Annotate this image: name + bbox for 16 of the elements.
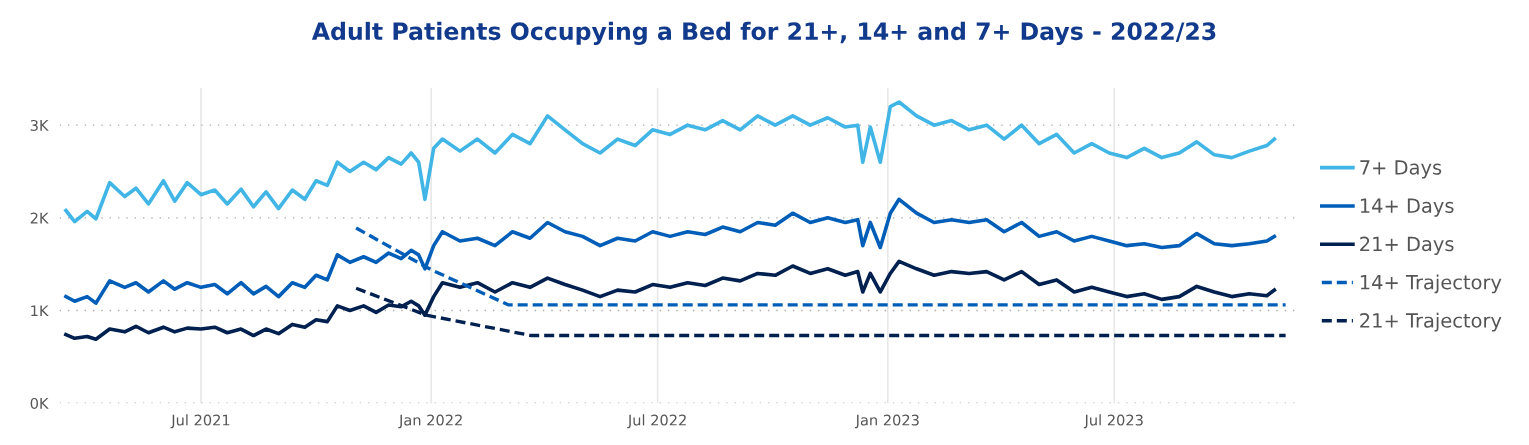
y-tick-label: 3K [30,119,49,131]
x-tick-label: Jan 2023 [854,414,919,429]
x-tick-label: Jul 2021 [170,414,230,429]
line-series [64,100,1277,224]
x-tick-label: Jul 2023 [1083,414,1143,429]
x-tick-label: Jul 2022 [627,414,686,429]
chart-title: Adult Patients Occupying a Bed for 21+, 14+ and 7+ Days - 2022/23 [311,21,1216,45]
y-tick-label: 2K [30,212,49,224]
y-tick-label: 0K [30,397,49,409]
legend-label: 14+ Days [1360,198,1454,217]
legend-label: 21+ Trajectory [1360,312,1502,332]
legend-label: 21+ Days [1360,236,1454,256]
y-tick-label: 1K [31,305,49,317]
legend-label: 14+ Trajectory [1360,274,1502,294]
legend-label: 7+ Days [1360,160,1442,179]
x-tick-label: Jan 2022 [398,414,462,429]
